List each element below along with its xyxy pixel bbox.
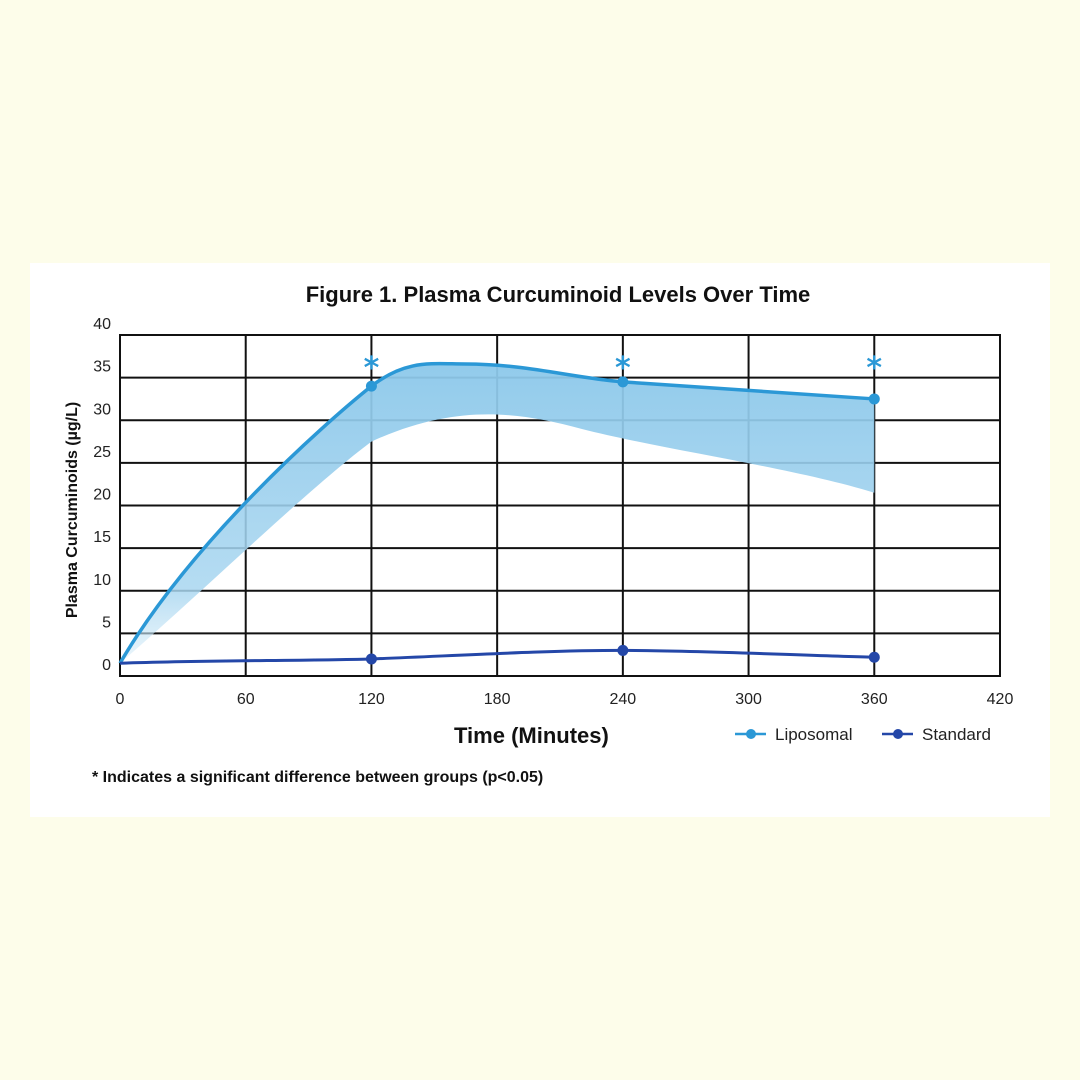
- significance-footnote: * Indicates a significant difference bet…: [92, 769, 544, 786]
- y-tick-label: 25: [93, 444, 111, 461]
- y-tick-label: 30: [93, 401, 111, 418]
- x-tick-label: 240: [610, 691, 637, 708]
- x-axis-label: Time (Minutes): [454, 723, 609, 748]
- x-tick-label: 120: [358, 691, 385, 708]
- x-tick-label: 180: [484, 691, 511, 708]
- x-tick-label: 300: [735, 691, 762, 708]
- point-standard: [868, 651, 880, 663]
- y-tick-label: 20: [93, 487, 111, 504]
- x-tick-label: 360: [861, 691, 888, 708]
- y-tick-label: 40: [93, 316, 111, 333]
- point-standard: [365, 653, 377, 665]
- legend-marker-liposomal: [746, 729, 756, 739]
- y-tick-label: 35: [93, 359, 111, 376]
- legend-marker-standard: [893, 729, 903, 739]
- y-tick-label: 0: [102, 657, 111, 674]
- point-liposomal: [868, 393, 880, 405]
- difference-band: [120, 363, 875, 664]
- legend-label-liposomal: Liposomal: [775, 725, 853, 744]
- significance-marker: *: [364, 351, 380, 386]
- point-standard: [617, 644, 629, 656]
- x-tick-label: 420: [987, 691, 1014, 708]
- line-standard: [119, 648, 875, 665]
- point-liposomal: [365, 380, 377, 392]
- x-tick-label: 60: [237, 691, 255, 708]
- significance-marker: *: [615, 351, 631, 386]
- y-tick-label: 10: [93, 572, 111, 589]
- point-liposomal: [617, 376, 629, 388]
- x-tick-label: 0: [116, 691, 125, 708]
- significance-marker: *: [866, 351, 882, 386]
- y-tick-label: 15: [93, 529, 111, 546]
- chart-card: [30, 263, 1050, 817]
- y-tick-label: 5: [102, 614, 111, 631]
- chart-title: Figure 1. Plasma Curcuminoid Levels Over…: [305, 282, 811, 307]
- line-liposomal: [118, 361, 875, 665]
- legend-label-standard: Standard: [922, 725, 991, 744]
- plot-frame: [119, 334, 1001, 677]
